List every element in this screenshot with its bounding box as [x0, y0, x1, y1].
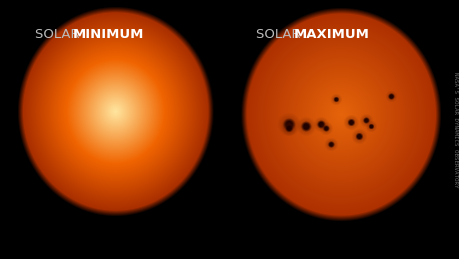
Text: SOLAR: SOLAR [255, 28, 304, 41]
Text: NASA'S SOLAR DYNAMICS OBSERVATORY: NASA'S SOLAR DYNAMICS OBSERVATORY [453, 72, 458, 188]
Text: MAXIMUM: MAXIMUM [293, 28, 369, 41]
Text: SOLAR: SOLAR [35, 28, 84, 41]
Text: MINIMUM: MINIMUM [73, 28, 144, 41]
